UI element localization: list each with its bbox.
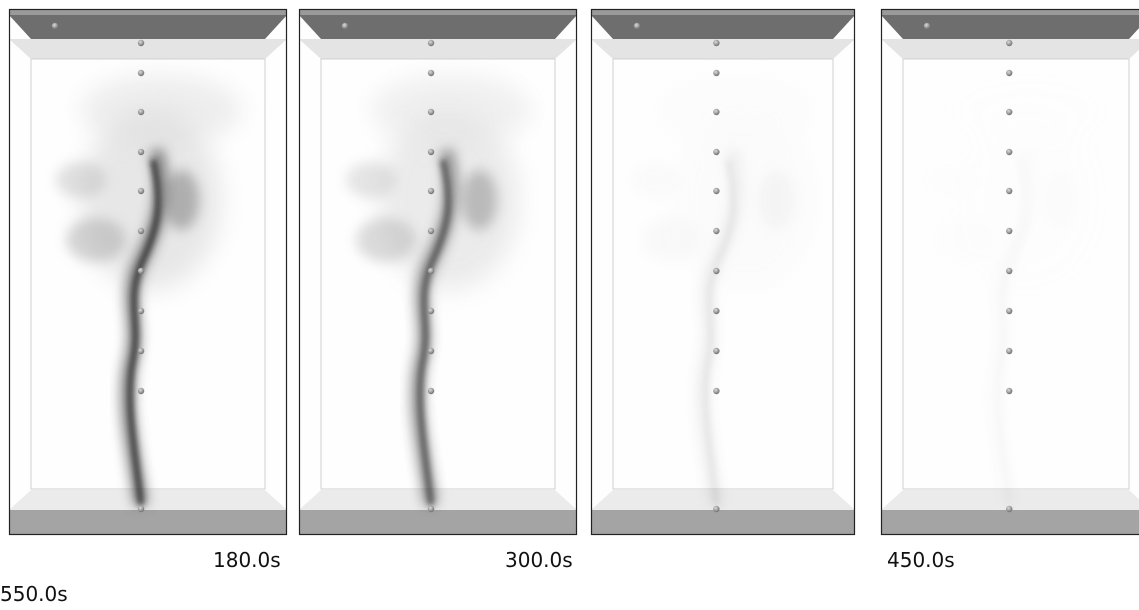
floor-light	[9, 490, 287, 510]
smoke-puff	[631, 162, 681, 198]
sensor	[428, 348, 434, 354]
figure: 180.0s 300.0s 450.0s 550.0s	[0, 0, 1139, 610]
sensor	[1006, 40, 1012, 46]
sensor	[428, 149, 434, 155]
sensor	[713, 308, 719, 314]
ceiling-light	[9, 39, 287, 59]
sensor	[1006, 228, 1012, 234]
sensor	[428, 308, 434, 314]
floor	[9, 510, 287, 535]
sensor	[138, 109, 144, 115]
sensor	[713, 149, 719, 155]
smoke-puff	[346, 162, 396, 198]
smoke-puff	[641, 218, 701, 262]
frame	[881, 9, 1139, 535]
smoke-puff	[356, 218, 416, 262]
sensor	[138, 40, 144, 46]
floor-light	[591, 490, 855, 510]
sensor	[713, 388, 719, 394]
sensor	[713, 40, 719, 46]
frame	[591, 9, 855, 535]
ceiling-light	[299, 39, 577, 59]
sensor	[713, 70, 719, 76]
sensor	[713, 228, 719, 234]
smoke-haze	[656, 75, 816, 145]
sensor	[634, 23, 640, 29]
floor	[299, 510, 577, 535]
time-label: 180.0s	[213, 548, 281, 572]
sensor	[924, 23, 930, 29]
smoke-puff	[1041, 170, 1077, 230]
sensor	[713, 268, 719, 274]
smoke-puff	[934, 218, 994, 262]
sensor	[138, 70, 144, 76]
time-label: 450.0s	[887, 548, 955, 572]
sensor	[713, 506, 719, 512]
sensor	[1006, 388, 1012, 394]
sensor	[1006, 109, 1012, 115]
sensor	[1006, 348, 1012, 354]
sensor	[1006, 188, 1012, 194]
sensor	[1006, 70, 1012, 76]
sensor	[1006, 506, 1012, 512]
time-label: 300.0s	[505, 548, 573, 572]
sensor	[428, 40, 434, 46]
sensor	[428, 70, 434, 76]
smoke-haze	[81, 75, 241, 145]
smoke-haze	[371, 75, 531, 145]
sensor	[428, 228, 434, 234]
sensor	[138, 308, 144, 314]
sensor	[138, 228, 144, 234]
sensor	[713, 109, 719, 115]
floor	[591, 510, 855, 535]
sensor	[428, 268, 434, 274]
smoke-puff	[56, 162, 106, 198]
sensor	[52, 23, 58, 29]
sensor	[428, 188, 434, 194]
smoke-puff	[461, 170, 497, 230]
sensor	[138, 506, 144, 512]
frame	[299, 9, 577, 535]
sensor	[713, 188, 719, 194]
sensor	[342, 23, 348, 29]
smoke-puff	[163, 170, 199, 230]
floor-light	[299, 490, 577, 510]
sensor	[428, 506, 434, 512]
sensor	[1006, 149, 1012, 155]
sensor	[713, 348, 719, 354]
ceiling-light	[591, 39, 855, 59]
smoke-puff	[66, 218, 126, 262]
sensor	[428, 109, 434, 115]
sensor	[138, 268, 144, 274]
frame	[9, 9, 287, 535]
sensor	[138, 388, 144, 394]
sensor	[1006, 268, 1012, 274]
sensor	[138, 188, 144, 194]
simulation-frames	[0, 0, 1139, 610]
sensor	[1006, 308, 1012, 314]
smoke-puff	[924, 162, 974, 198]
time-label: 550.0s	[0, 582, 68, 606]
sensor	[138, 149, 144, 155]
smoke-haze	[949, 75, 1109, 145]
sensor	[428, 388, 434, 394]
sensor	[138, 348, 144, 354]
smoke-puff	[758, 170, 794, 230]
floor	[881, 510, 1139, 535]
